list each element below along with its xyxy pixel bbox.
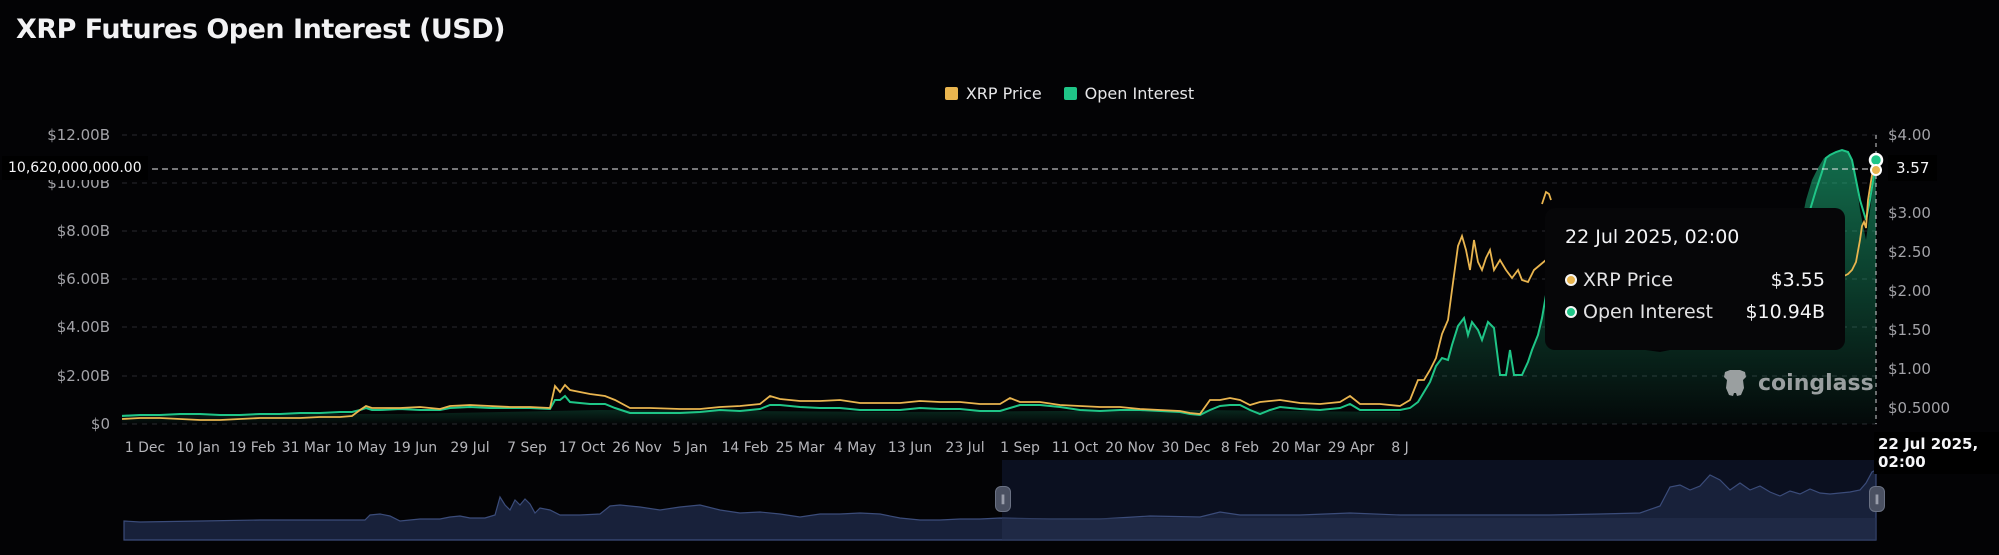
legend-item-open-interest[interactable]: Open Interest: [1063, 84, 1195, 103]
xrp-price-line: [121, 233, 1551, 421]
x-axis-label: 8 J: [1391, 440, 1409, 456]
left-axis: $12.00B $10.00B $8.00B $6.00B $4.00B $2.…: [47, 126, 110, 433]
tooltip-row-open-interest: Open Interest $10.94B: [1565, 296, 1825, 328]
left-axis-label: $0: [91, 415, 110, 433]
open-interest-dot-icon: [1565, 306, 1577, 318]
x-axis-label: 10 Jan: [176, 440, 220, 456]
x-axis-label: 29 Jul: [450, 440, 489, 456]
right-axis-label: $1.00: [1888, 360, 1931, 378]
x-axis-label: 17 Oct: [559, 440, 606, 456]
legend-item-xrp-price[interactable]: XRP Price: [944, 84, 1042, 103]
right-axis: $4.00 $3.00 $2.50 $2.00 $1.50 $1.00 $0.5…: [1888, 126, 1950, 417]
right-axis-label: $2.00: [1888, 282, 1931, 300]
left-axis-label: $6.00B: [57, 270, 110, 288]
open-interest-area-low: [122, 410, 1400, 424]
tooltip-series-name: XRP Price: [1583, 269, 1674, 291]
x-axis-label: 19 Feb: [228, 440, 275, 456]
range-navigator[interactable]: [123, 460, 1877, 541]
tooltip: 22 Jul 2025, 02:00 XRP Price $3.55 Open …: [1545, 208, 1845, 350]
left-axis-label: $2.00B: [57, 367, 110, 385]
x-axis-label: 7 Sep: [507, 440, 547, 456]
tooltip-series-value: $10.94B: [1745, 301, 1825, 323]
right-axis-label: $1.50: [1888, 321, 1931, 339]
right-axis-label: $3.00: [1888, 204, 1931, 222]
xrp-price-dot-icon: [1565, 274, 1577, 286]
left-axis-label: $4.00B: [57, 318, 110, 336]
xrp-price-line-peak: [1541, 190, 1552, 205]
x-axis-label: 25 Mar: [776, 440, 825, 456]
x-axis-label: 1 Dec: [125, 440, 165, 456]
x-axis-label: 14 Feb: [721, 440, 768, 456]
x-axis-label: 1 Sep: [1000, 440, 1040, 456]
right-axis-label: $0.5000: [1888, 399, 1950, 417]
x-axis-label: 5 Jan: [673, 440, 708, 456]
x-axis-label: 29 Apr: [1328, 440, 1375, 456]
right-axis-label: $4.00: [1888, 126, 1931, 144]
x-axis-label: 13 Jun: [888, 440, 932, 456]
coinglass-watermark: coinglass: [1722, 368, 1874, 398]
range-handle-left[interactable]: ‖: [995, 486, 1011, 512]
x-axis-label: 26 Nov: [612, 440, 662, 456]
watermark-text: coinglass: [1758, 370, 1874, 396]
tooltip-row-xrp-price: XRP Price $3.55: [1565, 264, 1825, 296]
open-interest-line: [121, 294, 1547, 417]
left-axis-label: $12.00B: [47, 126, 110, 144]
left-axis-label: $8.00B: [57, 222, 110, 240]
x-axis-label: 30 Dec: [1161, 440, 1210, 456]
x-axis-label: 4 May: [834, 440, 876, 456]
tooltip-series-name: Open Interest: [1583, 301, 1714, 323]
tooltip-date: 22 Jul 2025, 02:00: [1565, 226, 1740, 248]
x-axis-label: 11 Oct: [1052, 440, 1099, 456]
legend-label: Open Interest: [1084, 84, 1195, 103]
x-axis-label: 19 Jun: [393, 440, 437, 456]
crosshair-left-value: 10,620,000,000.00: [2, 156, 148, 180]
legend: XRP Price Open Interest: [0, 84, 1999, 103]
right-axis-label: $2.50: [1888, 243, 1931, 261]
legend-label: XRP Price: [965, 84, 1042, 103]
crosshair-right-value: 3.57: [1888, 155, 1938, 181]
range-handle-right[interactable]: ‖: [1869, 486, 1885, 512]
x-axis-label: 20 Nov: [1105, 440, 1155, 456]
x-axis-label: 23 Jul: [945, 440, 984, 456]
xrp-price-swatch-icon: [944, 87, 958, 100]
open-interest-swatch-icon: [1063, 87, 1077, 100]
x-axis-label: 8 Feb: [1221, 440, 1259, 456]
xrp-price-point-marker: [1870, 164, 1882, 176]
x-axis-label: 10 May: [335, 440, 386, 456]
coinglass-logo-icon: [1724, 370, 1746, 396]
x-axis-label: 20 Mar: [1272, 440, 1321, 456]
navigator-selected-fill: [1002, 518, 1876, 540]
x-axis: 1 Dec 10 Jan 19 Feb 31 Mar 10 May 19 Jun…: [125, 440, 1409, 456]
tooltip-series-value: $3.55: [1770, 269, 1825, 291]
x-axis-label: 31 Mar: [282, 440, 331, 456]
chart-title: XRP Futures Open Interest (USD): [16, 14, 506, 45]
crosshair-date-value: 22 Jul 2025, 02:00: [1874, 432, 1999, 474]
open-interest-area: [1400, 150, 1876, 424]
